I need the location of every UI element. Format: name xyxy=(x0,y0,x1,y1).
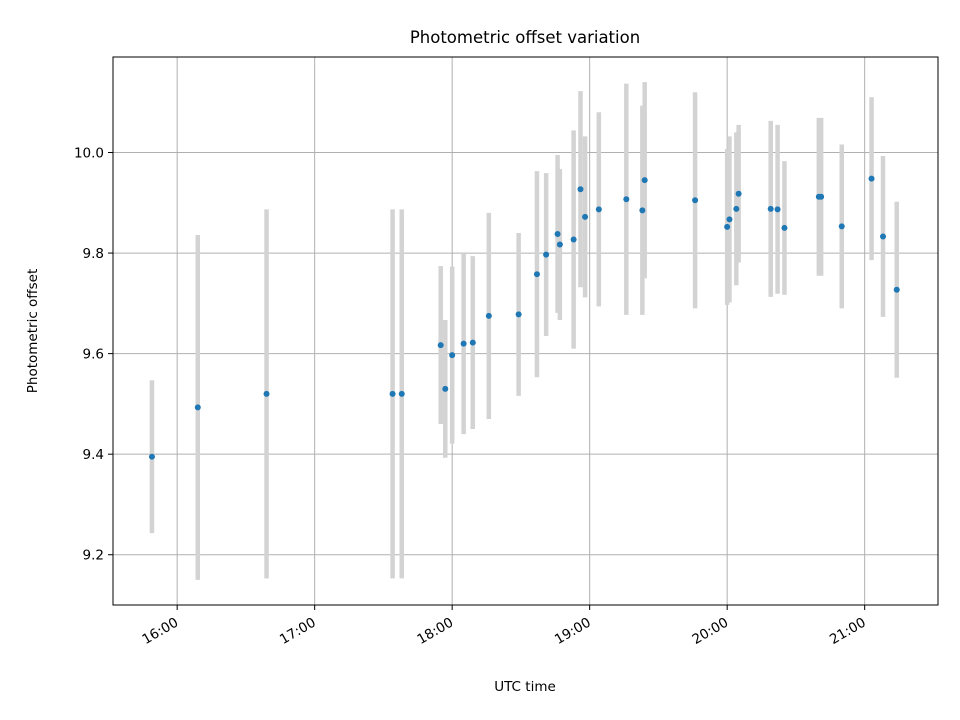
data-point xyxy=(893,286,900,293)
y-tick-label: 9.4 xyxy=(83,447,104,463)
data-point xyxy=(724,223,731,230)
data-point xyxy=(880,233,886,240)
data-point xyxy=(641,177,648,184)
chart-title: Photometric offset variation xyxy=(410,28,640,47)
data-point xyxy=(449,352,456,359)
data-point xyxy=(485,312,492,319)
data-points xyxy=(148,175,900,460)
data-point xyxy=(389,390,396,397)
data-point xyxy=(577,186,584,193)
data-point xyxy=(469,339,476,346)
plot-frame xyxy=(112,56,939,606)
data-point xyxy=(442,385,449,392)
y-axis-label: Photometric offset xyxy=(25,269,41,393)
data-point xyxy=(263,390,270,397)
data-point xyxy=(148,453,155,460)
data-point xyxy=(595,206,602,213)
data-point xyxy=(838,223,845,230)
data-point xyxy=(194,404,201,411)
data-point xyxy=(692,197,699,204)
data-point xyxy=(533,271,540,278)
data-point xyxy=(623,196,630,203)
data-point xyxy=(639,207,646,214)
data-point xyxy=(398,390,405,397)
data-point xyxy=(781,224,788,231)
data-point xyxy=(726,216,733,223)
x-axis-label: UTC time xyxy=(494,679,556,695)
data-point xyxy=(515,311,522,318)
y-tick-label: 9.2 xyxy=(83,548,104,564)
data-point xyxy=(437,342,444,349)
data-point xyxy=(767,205,774,212)
y-tick-label: 10.0 xyxy=(74,146,104,162)
data-point xyxy=(556,241,563,248)
grid xyxy=(113,57,938,605)
data-point xyxy=(818,193,825,200)
data-point xyxy=(460,340,467,347)
y-tick-label: 9.8 xyxy=(83,246,104,262)
data-point xyxy=(774,206,781,213)
y-axis-ticks: 9.2 9.4 9.6 9.8 10.0 xyxy=(74,146,113,564)
data-point xyxy=(554,230,561,237)
data-point xyxy=(582,213,589,220)
data-point xyxy=(570,236,577,243)
data-point xyxy=(868,175,875,182)
data-point xyxy=(733,205,740,212)
y-tick-label: 9.6 xyxy=(83,347,104,363)
data-point xyxy=(735,190,742,197)
data-point xyxy=(543,251,550,258)
